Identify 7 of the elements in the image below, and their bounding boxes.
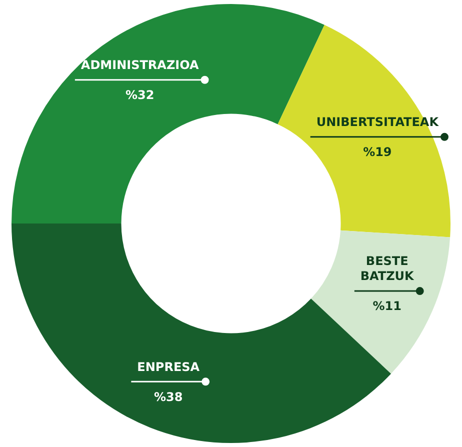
slice-label: ENPRESA [137,360,200,374]
data-label: %11 [372,299,402,314]
slice-label: ADMINISTRAZIOA [80,58,200,72]
data-label: %32 [125,88,154,102]
data-label: %38 [154,390,183,404]
data-label: %19 [363,145,392,160]
slice-label: BESTE BATZUK [360,254,415,284]
